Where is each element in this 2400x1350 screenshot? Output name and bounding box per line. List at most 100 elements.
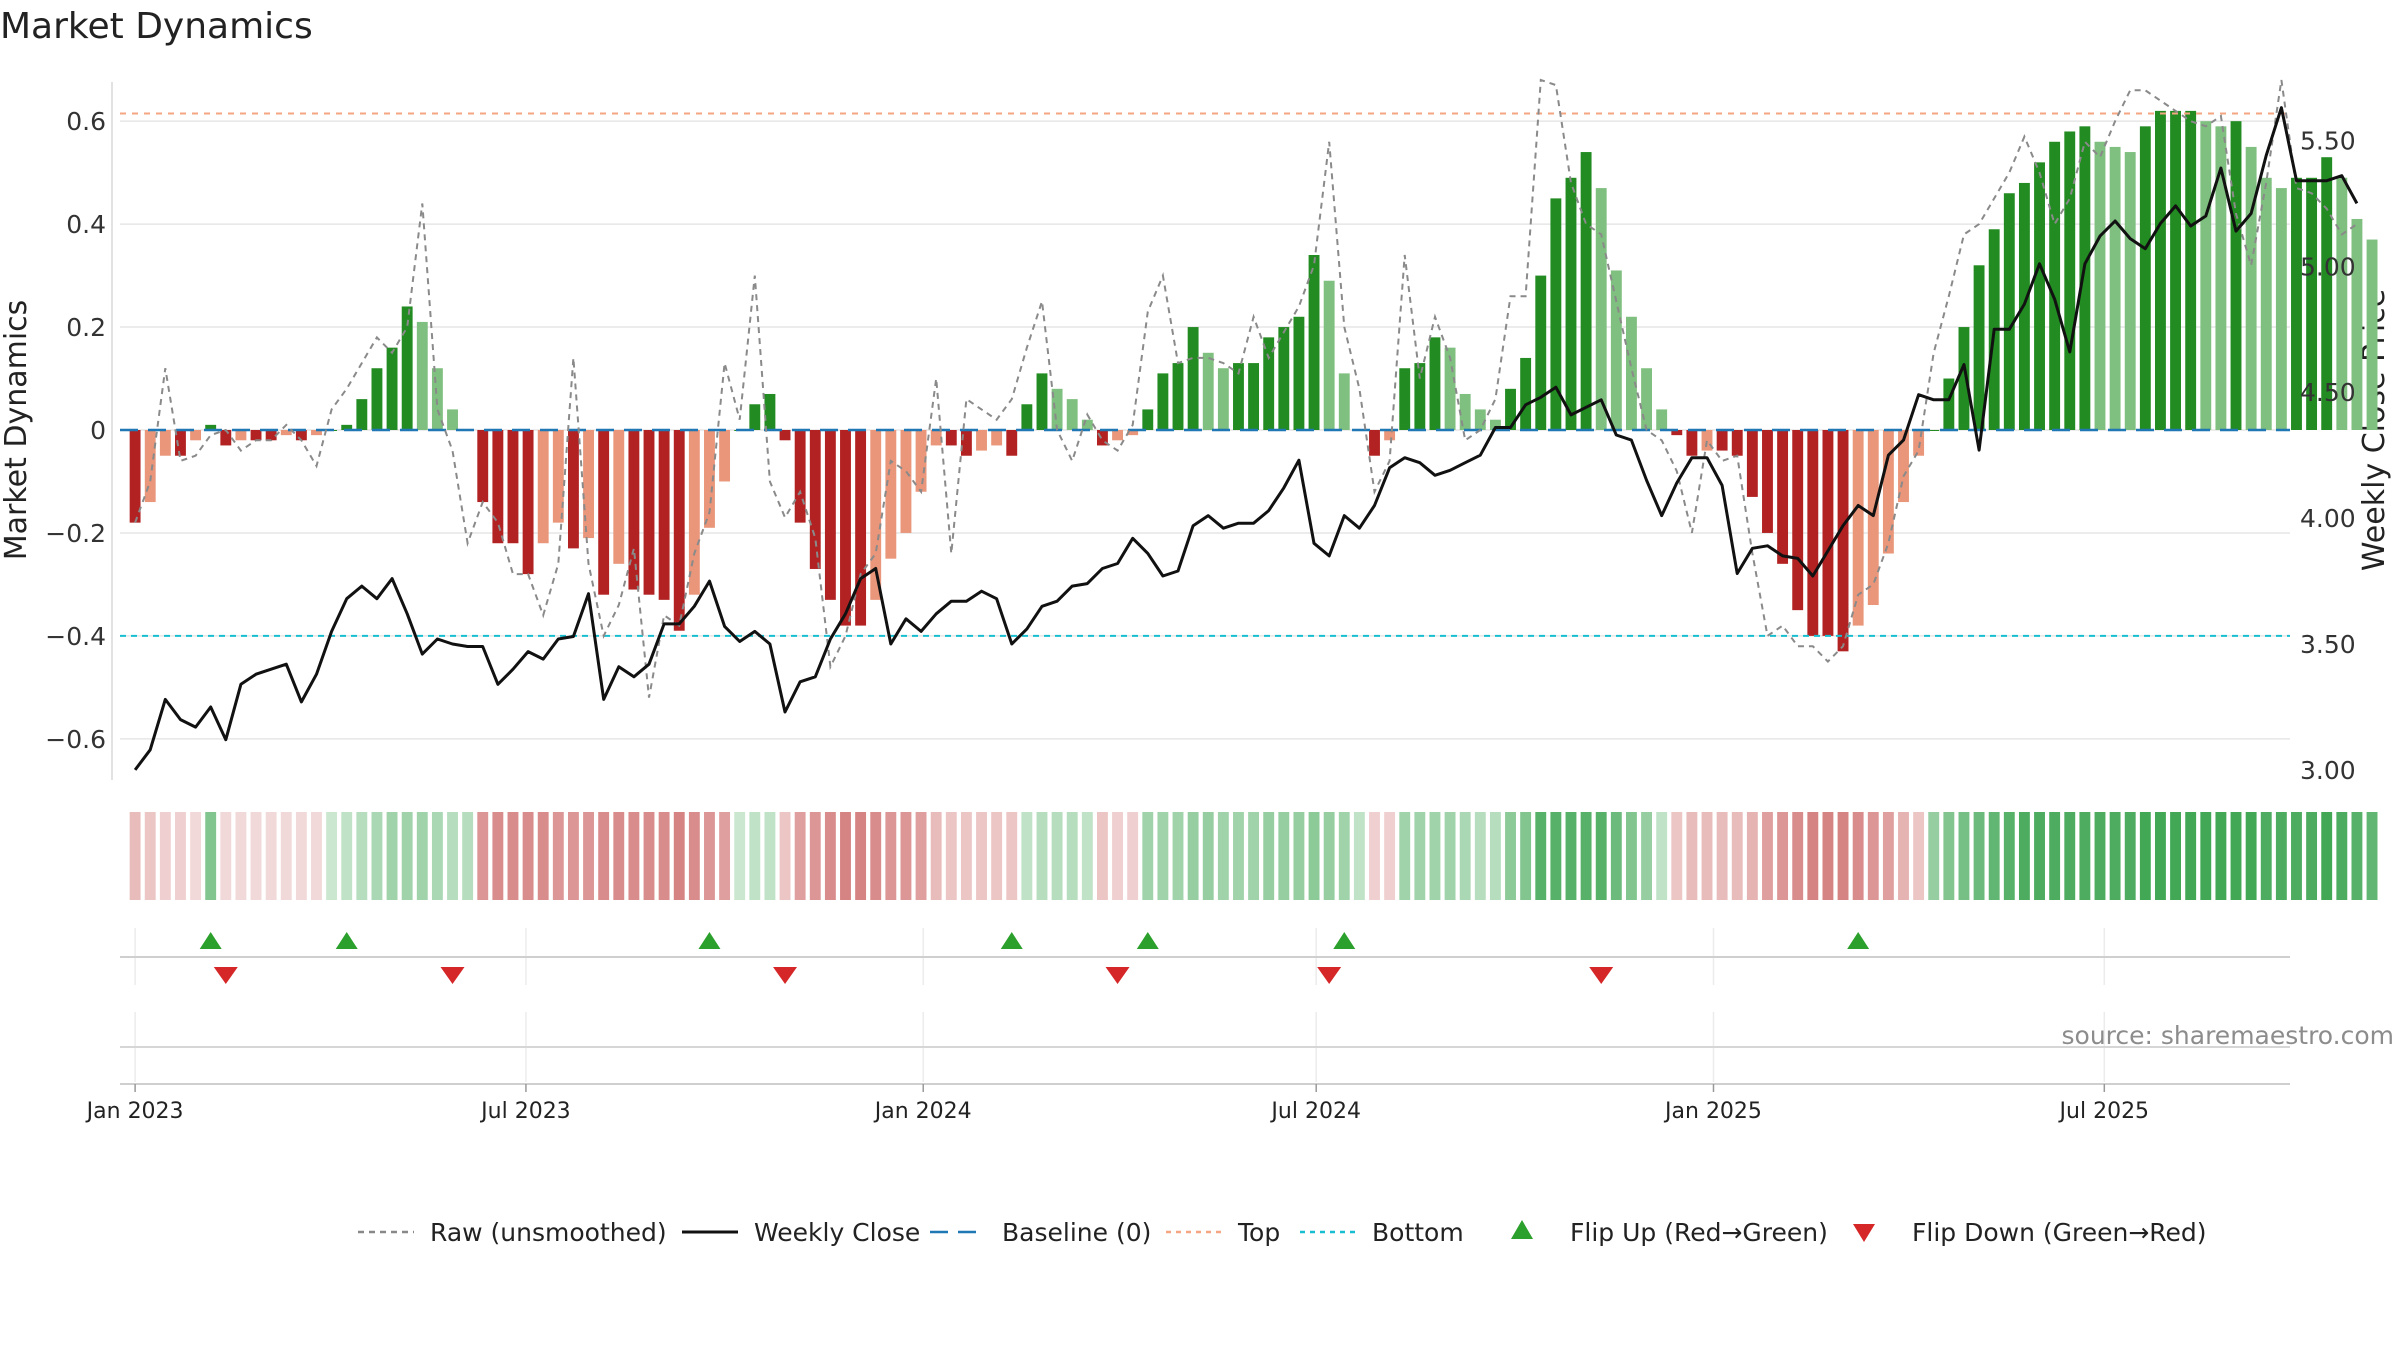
reference-lines bbox=[120, 112, 2290, 637]
regime-cell bbox=[205, 812, 217, 900]
dynamics-bar bbox=[1731, 430, 1743, 456]
regime-cell bbox=[1867, 812, 1879, 900]
dynamics-bar bbox=[1429, 337, 1441, 430]
dynamics-bar bbox=[1520, 357, 1532, 430]
regime-cell bbox=[1671, 812, 1683, 900]
flip-up-marker bbox=[1847, 932, 1870, 949]
regime-cell bbox=[1036, 812, 1048, 900]
dynamics-bar bbox=[1610, 270, 1622, 430]
regime-cell bbox=[991, 812, 1003, 900]
dynamics-bar bbox=[371, 368, 383, 430]
regime-cell bbox=[477, 812, 489, 900]
dynamics-bar bbox=[2230, 121, 2242, 431]
dynamics-bar bbox=[673, 430, 685, 631]
flip-down-marker bbox=[213, 967, 238, 984]
regime-cell bbox=[1459, 812, 1471, 900]
dynamics-bar bbox=[1021, 404, 1033, 430]
regime-cell bbox=[915, 812, 927, 900]
regime-cell bbox=[2291, 812, 2302, 900]
source-note: source: sharemaestro.com bbox=[2062, 1021, 2395, 1050]
regime-cell bbox=[341, 812, 353, 900]
regime-cell bbox=[1233, 812, 1244, 900]
x-tick-label: Jan 2023 bbox=[85, 1099, 184, 1124]
legend-item: Weekly Close bbox=[682, 1218, 920, 1247]
regime-cell bbox=[1384, 812, 1396, 900]
regime-cell bbox=[1369, 812, 1380, 900]
dynamics-bar bbox=[1233, 363, 1244, 430]
dynamics-bar bbox=[1263, 337, 1275, 430]
regime-cell bbox=[552, 812, 564, 900]
regime-cell bbox=[2200, 812, 2212, 900]
regime-cell bbox=[2306, 812, 2318, 900]
dynamics-bar bbox=[915, 430, 927, 492]
regime-cell bbox=[2155, 812, 2166, 900]
regime-cell bbox=[1157, 812, 1169, 900]
dynamics-bar bbox=[1142, 409, 1154, 430]
regime-cell bbox=[507, 812, 519, 900]
dynamics-bar bbox=[583, 430, 594, 539]
dynamics-bar bbox=[870, 430, 882, 600]
legend-label: Bottom bbox=[1372, 1218, 1464, 1247]
regime-cell bbox=[1505, 812, 1516, 900]
dynamics-bar bbox=[1369, 430, 1380, 456]
dynamics-bar bbox=[2170, 110, 2182, 430]
regime-cell bbox=[537, 812, 549, 900]
dynamics-bar bbox=[552, 430, 564, 523]
dynamics-bar bbox=[386, 347, 398, 430]
dynamics-bar bbox=[1807, 430, 1819, 636]
dynamics-bar bbox=[1006, 430, 1018, 456]
regime-cell bbox=[1792, 812, 1804, 900]
regime-cell bbox=[1006, 812, 1018, 900]
regime-cell bbox=[583, 812, 594, 900]
regime-cell bbox=[1520, 812, 1532, 900]
regime-cell bbox=[855, 812, 867, 900]
y2-tick-label: 3.50 bbox=[2300, 630, 2356, 659]
dynamics-bar bbox=[2034, 162, 2045, 430]
dynamics-bar bbox=[250, 430, 262, 441]
regime-cell bbox=[2215, 812, 2227, 900]
y-tick-label: 0 bbox=[90, 416, 106, 445]
regime-cell bbox=[1898, 812, 1909, 900]
legend-item: Top bbox=[1166, 1218, 1280, 1247]
regime-cell bbox=[1822, 812, 1834, 900]
x-tick-label: Jul 2025 bbox=[2058, 1099, 2150, 1124]
regime-cell bbox=[1429, 812, 1441, 900]
regime-cell bbox=[734, 812, 746, 900]
flip-up-marker bbox=[1136, 932, 1159, 949]
flip-up-marker bbox=[698, 932, 721, 949]
dynamics-bar bbox=[1399, 368, 1411, 430]
regime-cell bbox=[673, 812, 685, 900]
flip-down-marker bbox=[440, 967, 465, 984]
y-tick-label: 0.6 bbox=[66, 107, 106, 136]
dynamics-bar bbox=[643, 430, 655, 595]
dynamics-bar bbox=[1459, 393, 1471, 430]
legend-item: Bottom bbox=[1300, 1218, 1464, 1247]
dynamics-bar bbox=[628, 430, 640, 590]
dynamics-bar bbox=[220, 430, 232, 446]
regime-cell bbox=[960, 812, 972, 900]
dynamics-bar bbox=[2260, 177, 2272, 430]
y2-tick-label: 3.00 bbox=[2300, 756, 2356, 785]
dynamics-bar bbox=[1656, 409, 1668, 430]
regime-cell bbox=[1248, 812, 1260, 900]
regime-cell bbox=[250, 812, 262, 900]
regime-cell bbox=[431, 812, 443, 900]
raw-unsmoothed-line bbox=[134, 78, 2358, 698]
weekly-close-line bbox=[133, 106, 2359, 771]
regime-cell bbox=[1958, 812, 1970, 900]
regime-cell bbox=[2094, 812, 2106, 900]
regime-cell bbox=[2079, 812, 2091, 900]
regime-cell bbox=[2366, 812, 2378, 900]
regime-cell bbox=[386, 812, 398, 900]
dynamics-bar bbox=[1822, 430, 1834, 636]
dynamics-bar bbox=[991, 430, 1003, 446]
dynamics-bar bbox=[129, 430, 141, 523]
bars-layer bbox=[129, 110, 2378, 652]
dynamics-bar bbox=[764, 393, 776, 430]
regime-cell bbox=[265, 812, 277, 900]
legend-item: Raw (unsmoothed) bbox=[358, 1218, 667, 1247]
regime-cell bbox=[159, 812, 171, 900]
regime-cell bbox=[719, 812, 731, 900]
dynamics-bar bbox=[295, 430, 307, 441]
